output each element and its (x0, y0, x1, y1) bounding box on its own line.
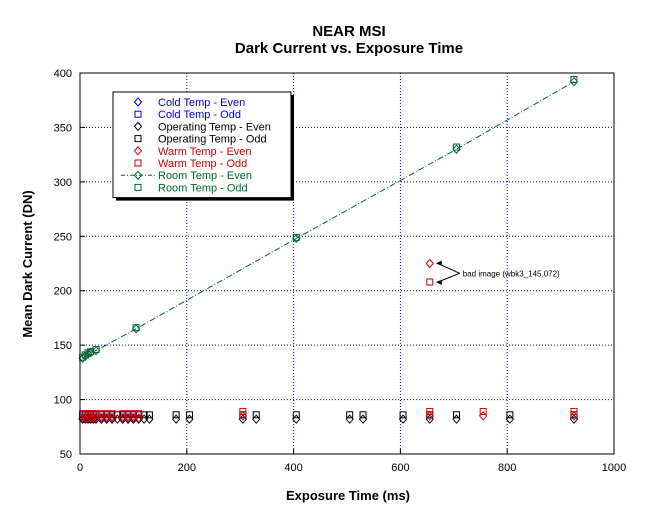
x-tick-label: 800 (498, 462, 516, 474)
legend-entry: Cold Temp - Odd (158, 109, 241, 121)
x-axis-label: Exposure Time (ms) (286, 488, 410, 503)
chart-title: NEAR MSI (312, 23, 385, 40)
data-point (124, 410, 132, 418)
plot-frame (79, 72, 615, 455)
legend-entry: Operating Temp - Even (158, 121, 271, 133)
data-point (479, 408, 487, 416)
data-point (452, 411, 460, 419)
data-point (92, 410, 100, 418)
y-axis-label: Mean Dark Current (DN) (20, 190, 35, 337)
data-point (346, 411, 354, 419)
data-point (87, 348, 95, 356)
data-point (113, 411, 121, 419)
series (79, 278, 578, 418)
legend-entry: Room Temp - Even (158, 170, 252, 182)
y-tick-label: 100 (54, 395, 72, 407)
x-tick-label: 400 (284, 462, 302, 474)
data-point (452, 143, 460, 151)
legend-entry: Warm Temp - Odd (158, 158, 247, 170)
x-tick-label: 600 (391, 462, 409, 474)
data-point (506, 411, 514, 419)
data-point (292, 233, 300, 241)
series (79, 76, 578, 361)
plot-series (78, 76, 579, 424)
annotation-text: bad image (wbk3_145.072) (463, 269, 560, 278)
legend-marker (134, 159, 142, 167)
data-point (92, 345, 100, 353)
arrowhead-icon (435, 260, 442, 266)
legend-entry: Cold Temp - Even (158, 97, 245, 109)
legend-marker (133, 97, 143, 107)
legend-entry: Operating Temp - Odd (158, 134, 267, 146)
data-point (185, 411, 193, 419)
x-tick-label: 0 (77, 462, 83, 474)
x-tick-label: 200 (178, 462, 196, 474)
series (79, 411, 578, 419)
y-tick-label: 200 (54, 286, 72, 298)
data-point (145, 411, 153, 419)
data-point (425, 258, 434, 269)
arrowhead-icon (435, 280, 442, 286)
data-point (252, 411, 260, 419)
data-point (172, 411, 180, 419)
data-point (426, 278, 434, 286)
data-point (119, 410, 127, 418)
legend-marker (134, 135, 142, 143)
data-point (570, 408, 578, 416)
series (78, 258, 579, 423)
data-point (97, 410, 105, 418)
data-point (108, 410, 116, 418)
legend-box (112, 91, 292, 199)
data-point (426, 408, 434, 416)
data-point (452, 144, 461, 154)
data-point (239, 408, 247, 416)
legend-entry: Warm Temp - Even (158, 146, 252, 158)
y-tick-label: 350 (54, 122, 72, 134)
data-point (479, 411, 488, 421)
data-point (132, 324, 140, 332)
data-point (140, 411, 148, 419)
y-tick-label: 250 (54, 231, 72, 243)
legend-marker (133, 121, 143, 132)
data-point (103, 410, 111, 418)
data-point (359, 411, 367, 419)
y-tick-label: 400 (54, 68, 72, 80)
data-point (292, 233, 301, 244)
legend-entry: Room Temp - Odd (158, 182, 248, 194)
legend-marker (134, 110, 142, 118)
series (78, 414, 579, 424)
data-point (345, 414, 354, 424)
data-point (399, 411, 407, 419)
data-point (129, 410, 137, 418)
chart-subtitle: Dark Current vs. Exposure Time (235, 40, 463, 57)
y-tick-label: 300 (54, 177, 72, 189)
legend-marker (133, 146, 143, 156)
legend-marker (134, 183, 142, 191)
data-point (570, 76, 578, 84)
data-point (569, 76, 579, 87)
x-tick-label: 1000 (602, 462, 626, 474)
data-point (135, 410, 143, 418)
legend-marker (133, 170, 143, 180)
data-point (131, 324, 141, 334)
annotations: bad image (wbk3_145.072) (435, 260, 560, 286)
data-point (358, 414, 368, 424)
axis-ticks: 0 200 400 600 800 1000 50 100 150 200 250 300 350 400 (54, 68, 627, 474)
data-point (452, 414, 461, 424)
data-point (292, 411, 300, 419)
y-tick-label: 150 (54, 340, 72, 352)
data-point (252, 414, 261, 424)
y-tick-label: 50 (60, 449, 72, 461)
data-point (171, 414, 181, 424)
